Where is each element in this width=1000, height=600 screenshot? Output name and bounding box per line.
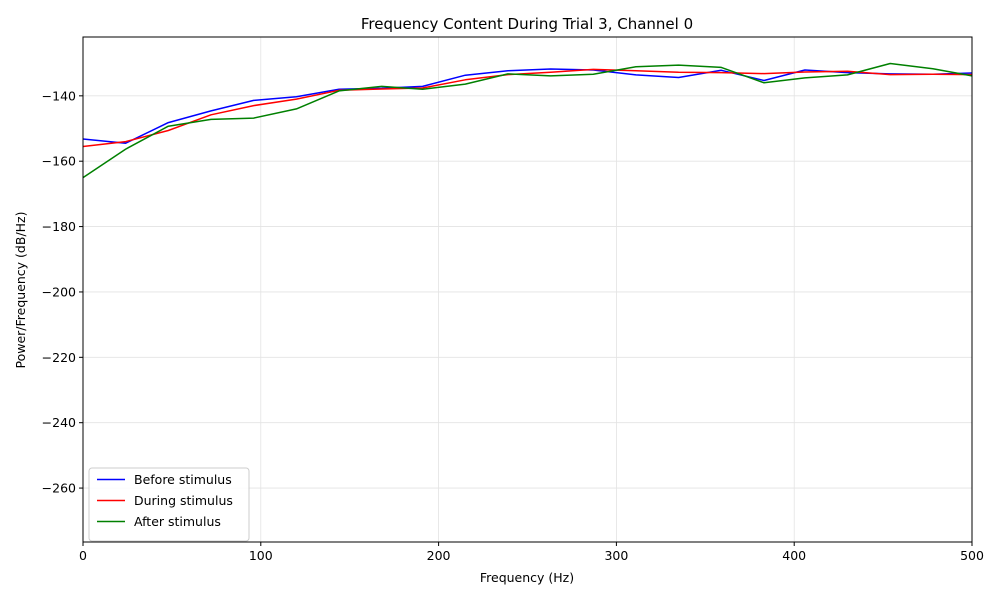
series-lines xyxy=(82,62,973,179)
x-axis-label: Frequency (Hz) xyxy=(480,570,574,585)
y-tick-label: −240 xyxy=(42,415,76,430)
y-tick-label: −200 xyxy=(42,284,76,299)
y-axis-ticks: −260 −240 −220 −200 −180 −160 −140 xyxy=(42,88,83,496)
legend-box xyxy=(88,467,250,542)
y-tick-label: −160 xyxy=(42,154,76,169)
x-tick-label: 200 xyxy=(427,548,451,563)
plot-area-frame xyxy=(82,36,973,543)
y-tick-label: −260 xyxy=(42,481,76,496)
series-line-2 xyxy=(82,68,973,148)
x-tick-label: 500 xyxy=(960,548,984,563)
legend-label-1: Before stimulus xyxy=(134,472,232,487)
series-line-1 xyxy=(82,68,973,144)
chart-title: Frequency Content During Trial 3, Channe… xyxy=(361,15,693,33)
x-tick-label: 0 xyxy=(79,548,87,563)
y-axis-label: Power/Frequency (dB/Hz) xyxy=(13,212,28,369)
series-line-3 xyxy=(82,62,973,179)
x-tick-label: 300 xyxy=(604,548,628,563)
y-tick-label: −140 xyxy=(42,88,76,103)
grid xyxy=(82,37,973,542)
legend: Before stimulus During stimulus After stim… xyxy=(88,467,250,542)
y-tick-label: −180 xyxy=(42,219,76,234)
legend-label-2: During stimulus xyxy=(134,493,233,508)
y-tick-label: −220 xyxy=(42,350,76,365)
x-tick-label: 100 xyxy=(249,548,273,563)
legend-label-3: After stimulus xyxy=(134,514,221,529)
x-tick-label: 400 xyxy=(782,548,806,563)
x-axis-ticks: 0 100 200 300 400 500 xyxy=(79,542,984,563)
